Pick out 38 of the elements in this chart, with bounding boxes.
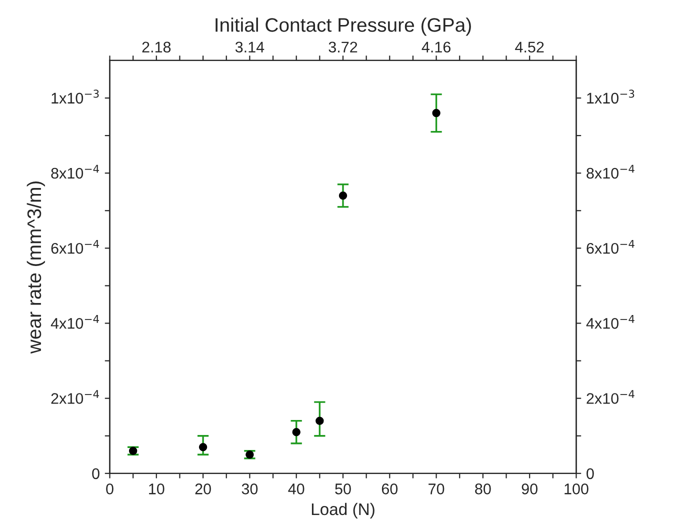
x-tick-label: 10 <box>149 484 164 494</box>
y2-tick-label: 6x10$^{−4}$ <box>586 240 634 254</box>
x-tick-label: 40 <box>288 484 304 494</box>
point <box>198 443 208 452</box>
text: 3.14 <box>235 42 264 53</box>
point <box>338 192 348 200</box>
x-tick-label: 60 <box>382 484 398 494</box>
y2-tick-label: 1x10$^{−3}$ <box>587 90 634 104</box>
point <box>128 446 138 455</box>
x-tick-label: 70 <box>428 484 444 494</box>
x-tick-label: 20 <box>195 484 211 494</box>
y2-tick-label: 4x10$^{−4}$ <box>586 315 634 329</box>
x-axis-title: Load (N) <box>312 502 374 518</box>
point <box>316 416 324 425</box>
text: 3.72 <box>328 42 358 53</box>
y-tick-label: 8x10$^{−4}$ <box>51 164 99 179</box>
y-tick-label: 1x10$^{−3}$ <box>52 90 99 104</box>
y2-tick-label: 2x10$^{−4}$ <box>586 390 634 404</box>
y-tick-label: 6x10$^{−4}$ <box>51 240 99 254</box>
text: 2.18 <box>142 42 171 53</box>
text: 4.52 <box>515 42 544 53</box>
y2-tick-label: 8x10$^{−4}$ <box>586 164 634 179</box>
point <box>432 108 440 118</box>
x-tick-label: 30 <box>242 484 258 494</box>
x-tick-label: 100 <box>564 484 588 494</box>
y2-tick-label: 0 <box>586 468 594 480</box>
x2-axis-title: Initial Contact Pressure (GPa) <box>216 18 471 36</box>
x-tick-label: 0 <box>106 484 114 494</box>
y-axis-title: wear rate (mm^3/m) <box>26 181 45 354</box>
point <box>246 450 254 459</box>
x-tick-label: 80 <box>475 484 491 494</box>
y-tick-label: 2x10$^{−4}$ <box>51 390 99 404</box>
x-tick-label: 50 <box>335 484 351 494</box>
x-tick-label: 90 <box>522 484 538 494</box>
text: 4.16 <box>422 42 450 53</box>
y-tick-label: 4x10$^{−4}$ <box>50 315 99 329</box>
point <box>292 428 300 436</box>
y-tick-label: 0 <box>92 468 100 480</box>
